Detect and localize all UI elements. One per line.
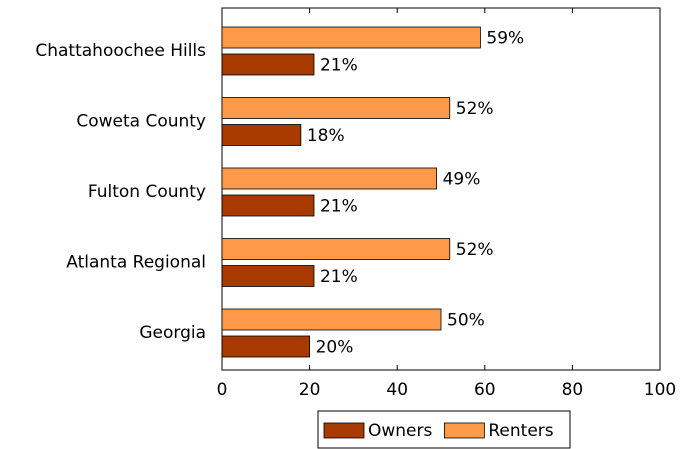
x-tick-label: 0 <box>217 380 228 400</box>
value-label: 20% <box>316 338 354 358</box>
bar <box>221 167 438 190</box>
bar <box>221 97 451 119</box>
value-label: 52% <box>456 99 494 119</box>
y-tick-label: Atlanta Regional <box>66 253 206 273</box>
bar <box>221 265 315 287</box>
value-label: 59% <box>486 29 524 49</box>
y-tick-label: Georgia <box>139 323 206 343</box>
bar <box>221 238 451 260</box>
value-label: 50% <box>447 311 485 331</box>
x-tick-label: 40 <box>386 380 408 400</box>
bar <box>221 308 442 331</box>
y-tick-label: Fulton County <box>88 182 206 202</box>
value-label: 21% <box>320 197 358 217</box>
value-label: 49% <box>443 170 481 190</box>
y-tick-label: Coweta County <box>76 112 206 132</box>
value-label: 21% <box>320 267 358 287</box>
bar <box>221 26 481 49</box>
x-tick-label: 80 <box>562 380 584 400</box>
bar <box>221 124 302 146</box>
bar <box>221 194 315 217</box>
x-tick-label: 20 <box>299 380 321 400</box>
bar <box>221 335 310 358</box>
legend-label: Renters <box>488 421 553 441</box>
y-tick-label: Chattahoochee Hills <box>35 41 206 61</box>
bar <box>221 53 315 76</box>
legend-swatch <box>443 422 485 439</box>
value-label: 52% <box>456 240 494 260</box>
x-tick-label: 100 <box>644 380 676 400</box>
value-label: 21% <box>320 56 358 76</box>
legend-swatch <box>323 422 365 439</box>
value-label: 18% <box>307 126 345 146</box>
x-tick-label: 60 <box>474 380 496 400</box>
legend-label: Owners <box>368 421 433 441</box>
